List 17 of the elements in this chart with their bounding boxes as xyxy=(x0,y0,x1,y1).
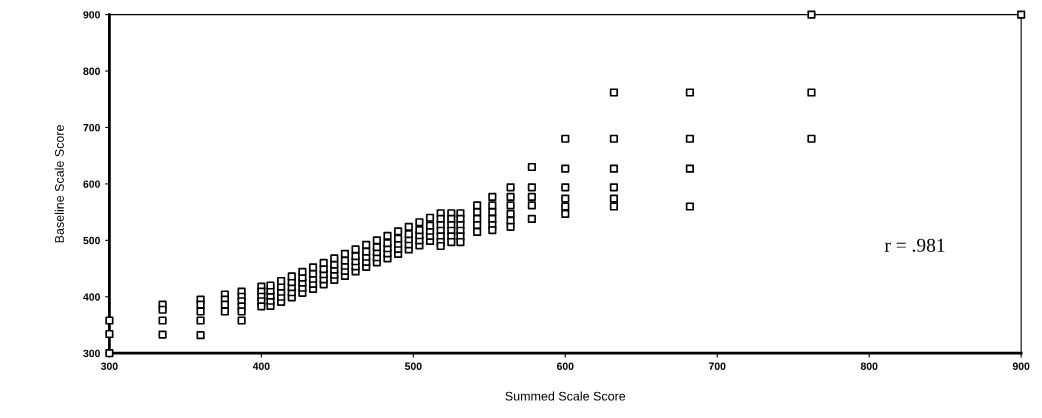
x-tick-label: 300 xyxy=(100,362,118,370)
y-tick-label: 400 xyxy=(83,293,100,301)
x-tick-label: 400 xyxy=(252,362,270,370)
y-tick-label: 900 xyxy=(83,11,100,19)
annotation: r = .981 xyxy=(884,238,945,252)
x-tick-label: 500 xyxy=(404,362,422,370)
x-tick-label: 600 xyxy=(556,362,574,370)
x-tick-label: 900 xyxy=(1012,362,1030,370)
y-axis-title: Baseline Scale Score xyxy=(54,125,64,243)
x-tick-label: 800 xyxy=(860,362,878,370)
x-tick-label: 700 xyxy=(709,362,726,370)
y-tick-label: 600 xyxy=(83,180,100,188)
y-tick-label: 700 xyxy=(83,123,100,132)
y-tick-label: 500 xyxy=(83,236,100,245)
y-tick-label: 300 xyxy=(83,349,100,358)
y-tick-label: 800 xyxy=(83,67,100,75)
x-axis-title: Summed Scale Score xyxy=(505,391,626,401)
